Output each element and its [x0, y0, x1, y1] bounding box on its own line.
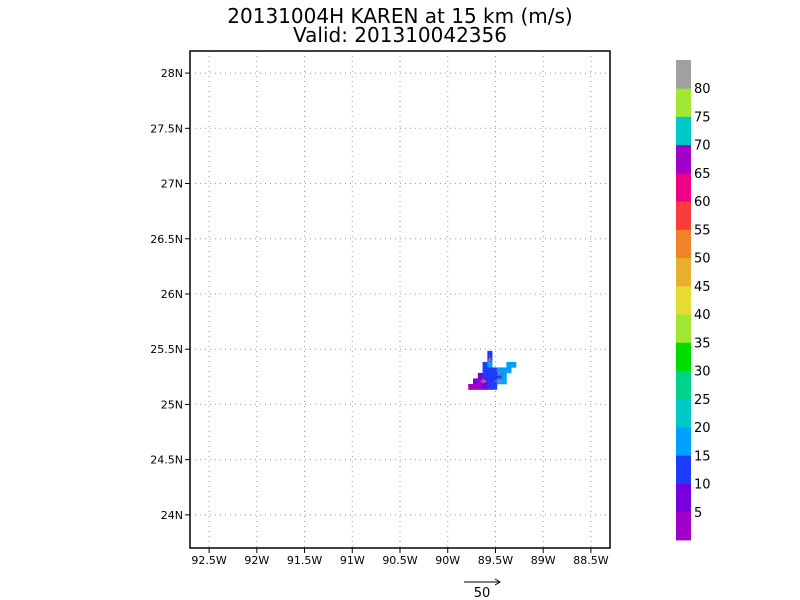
wind-vector [487, 357, 493, 365]
axis-ticks: 92.5W 92W 91.5W 91W 90.5W 90W 89.5W 89W 88.5W 24N… [150, 67, 608, 567]
wind-vectors [480, 357, 503, 384]
y-tick-label: 28N [161, 67, 183, 80]
colorbar-swatch [676, 483, 691, 513]
colorbar-label: 70 [694, 139, 711, 154]
y-tick-label: 25N [161, 398, 183, 411]
y-tick-label: 25.5N [150, 343, 183, 356]
speed-cell [492, 367, 498, 374]
speed-cell [492, 383, 498, 390]
colorbar-swatch [676, 370, 691, 400]
y-tick-label: 24.5N [150, 454, 183, 467]
speed-cell [501, 372, 507, 379]
colorbar-swatch [676, 88, 691, 117]
colorbar-label: 10 [694, 478, 711, 493]
speed-cell [482, 367, 488, 374]
speed-cell [482, 361, 488, 368]
speed-cell [501, 378, 507, 385]
colorbar-label: 15 [694, 449, 711, 464]
colorbar-swatch [676, 257, 691, 287]
reference-vector: 50 [464, 578, 501, 600]
y-tick-label: 27N [161, 178, 183, 191]
wind-vector [494, 378, 503, 384]
speed-cell [477, 383, 483, 390]
colorbar-label: 55 [694, 223, 711, 238]
colorbar-swatch [676, 285, 691, 315]
speed-cell [477, 372, 483, 379]
x-tick-label: 92.5W [191, 554, 226, 567]
speed-cell [487, 383, 493, 390]
speed-cell [496, 367, 502, 374]
speed-cell [501, 367, 507, 374]
x-tick-label: 90W [435, 554, 460, 567]
colorbar-swatch [676, 427, 691, 456]
wind-vector [496, 371, 502, 376]
colorbar-label: 60 [694, 195, 711, 210]
x-tick-label: 92W [244, 554, 269, 567]
colorbar-swatch [676, 60, 691, 89]
plot-frame [189, 50, 611, 549]
speed-cell [506, 367, 512, 374]
colorbar-label: 5 [694, 506, 702, 521]
speed-cell [487, 350, 493, 357]
wind-vector [480, 378, 487, 384]
colorbar-label: 75 [694, 110, 711, 125]
y-tick-label: 24N [161, 509, 183, 522]
speed-cell [487, 367, 493, 374]
x-tick-label: 91.5W [287, 554, 322, 567]
colorbar-swatch [676, 314, 691, 343]
colorbar-label: 65 [694, 167, 711, 182]
x-tick-label: 89W [531, 554, 556, 567]
speed-cell [473, 378, 479, 385]
speed-cell [487, 372, 493, 379]
colorbar-label: 25 [694, 393, 711, 408]
colorbar-label: 40 [694, 308, 711, 323]
speed-cell [506, 361, 512, 368]
x-tick-label: 90.5W [382, 554, 417, 567]
speed-cell [487, 361, 493, 368]
y-tick-label: 27.5N [150, 122, 183, 135]
speed-cell [487, 378, 493, 385]
speed-cell [468, 383, 474, 390]
speed-cell [496, 372, 502, 379]
colorbar-label: 20 [694, 421, 711, 436]
colorbar-swatch [676, 398, 691, 428]
colorbar-swatch [676, 201, 691, 230]
colorbar-label: 35 [694, 336, 711, 351]
chart-title: 20131004H KAREN at 15 km (m/s) [227, 4, 573, 28]
grid-lines [190, 51, 610, 548]
colorbar-label: 45 [694, 280, 711, 295]
speed-cell [473, 383, 479, 390]
x-tick-label: 88.5W [573, 554, 608, 567]
y-tick-label: 26.5N [150, 233, 183, 246]
reference-arrowhead [494, 578, 501, 586]
x-tick-label: 91W [340, 554, 365, 567]
colorbar-swatch [676, 511, 691, 541]
colorbar-swatch [676, 116, 691, 146]
speed-cell [482, 372, 488, 379]
y-tick-label: 26N [161, 288, 183, 301]
x-tick-label: 89.5W [478, 554, 513, 567]
colorbar-label: 50 [694, 252, 711, 267]
colorbar: 5 10 15 20 25 30 35 40 45 50 55 60 65 70 75 80 [676, 60, 711, 541]
speed-cell [482, 383, 488, 390]
colorbar-swatch [676, 229, 691, 259]
colorbar-swatch [676, 144, 691, 174]
colorbar-label: 30 [694, 365, 711, 380]
reference-label: 50 [474, 586, 491, 600]
colorbar-swatch [676, 455, 691, 484]
speed-cells [468, 350, 517, 390]
colorbar-label: 80 [694, 82, 711, 97]
speed-cell [511, 361, 517, 368]
colorbar-swatch [676, 342, 691, 371]
chart-subtitle: Valid: 201310042356 [293, 23, 507, 47]
speed-cell [492, 372, 498, 379]
colorbar-swatch [676, 172, 691, 202]
